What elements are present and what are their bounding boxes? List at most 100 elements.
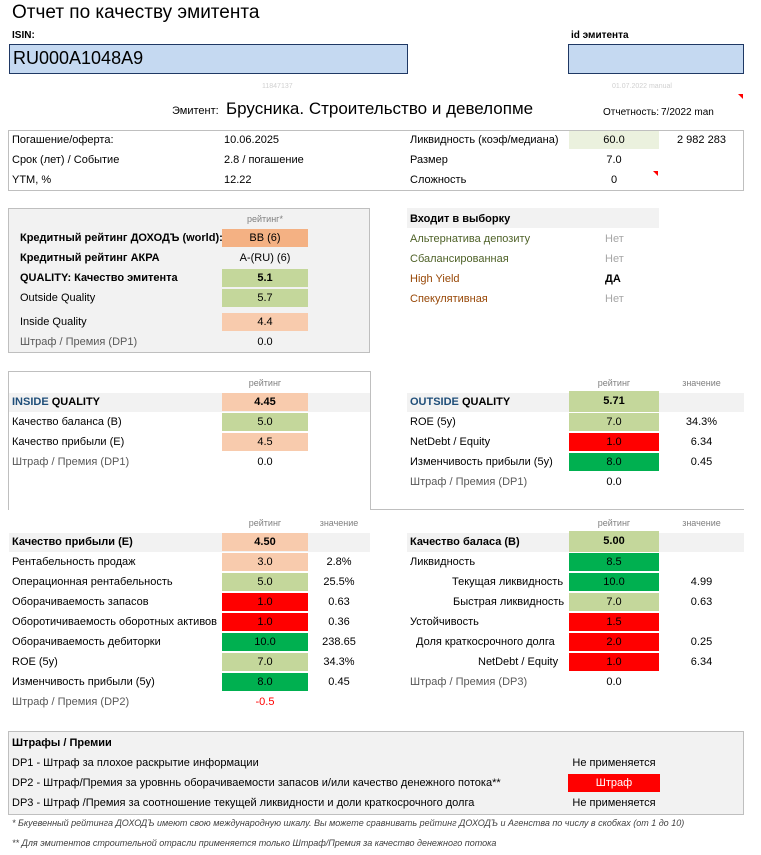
rating-dohod-label: Кредитный рейтинг ДОХОДЪ (world):: [20, 232, 223, 244]
rating-akra-label: Кредитный рейтинг АКРА: [20, 252, 160, 264]
selection-title: Входит в выборку: [410, 213, 511, 225]
rating-akra-value: A-(RU) (6): [239, 252, 291, 264]
balance-row-extra: 4.99: [690, 576, 713, 588]
dp1-value: 0.0: [257, 336, 273, 348]
profit-header: рейтинг: [248, 518, 282, 528]
balance-title: Качество баласа (B): [410, 536, 520, 548]
inside-balance-label: Качество баланса (B): [12, 416, 122, 428]
profit-total: 4.50: [222, 533, 308, 551]
dp1-label: Штраф / Премия (DP1): [20, 336, 138, 348]
profit-row-label: Оборачиваемость запасов: [12, 596, 149, 608]
comment-marker: [653, 171, 658, 176]
profit-row-extra: 0.45: [328, 676, 350, 688]
divider: [370, 509, 744, 510]
profit-dp2-value: -0.5: [255, 696, 275, 708]
outside-dp1-label: Штраф / Премия (DP1): [410, 476, 528, 488]
selection-balanced-label: Сбалансированная: [410, 253, 509, 265]
balance-row-value: 8.5: [569, 553, 659, 571]
outside-var-extra: 0.45: [690, 456, 713, 468]
term-label: Срок (лет) / Событие: [12, 154, 120, 166]
outside-dp1-value: 0.0: [606, 476, 622, 488]
outside-var-value: 8.0: [569, 453, 659, 471]
penalty-dp2-label: DP2 - Штраф/Премия за уровннь оборачивае…: [12, 777, 501, 789]
issuer-id-input[interactable]: [568, 44, 744, 74]
isin-input[interactable]: RU000A1048A9: [9, 44, 408, 74]
page-title: Отчет по качеству эмитента: [12, 2, 260, 23]
balance-header2: значение: [682, 518, 721, 528]
inside-dp1-label: Штраф / Премия (DP1): [12, 456, 130, 468]
inside-dp1-value: 0.0: [257, 456, 273, 468]
balance-row-extra: 0.63: [690, 596, 713, 608]
profit-title: Качество прибыли (E): [12, 536, 133, 548]
balance-header: рейтинг: [597, 518, 631, 528]
maturity-value: 10.06.2025: [224, 134, 280, 146]
balance-dp3-value: 0.0: [606, 676, 622, 688]
balance-row-extra: 0.25: [690, 636, 713, 648]
report-value: 7/2022 man: [661, 107, 714, 118]
outside-roe-label: ROE (5y): [410, 416, 456, 428]
complexity-label: Сложность: [410, 174, 467, 186]
profit-row-value: 3.0: [222, 553, 308, 571]
selection-hy-value: ДА: [605, 273, 621, 285]
balance-dp3-label: Штраф / Премия (DP3): [410, 676, 528, 688]
balance-row-value: 1.5: [569, 613, 659, 631]
penalty-dp3-label: DP3 - Штраф /Премия за соотношение текущ…: [12, 797, 475, 809]
inside-profit-value: 4.5: [222, 433, 308, 451]
profit-row-label: Изменчивость прибыли (5y): [12, 676, 155, 688]
profit-row-value: 8.0: [222, 673, 308, 691]
liquidity-median: 2 982 283: [677, 134, 726, 146]
balance-total: 5.00: [569, 531, 659, 552]
profit-row-extra: 25.5%: [323, 576, 355, 588]
quality-label: QUALITY: Качество эмитента: [20, 272, 178, 284]
balance-row-value: 2.0: [569, 633, 659, 651]
profit-row-value: 5.0: [222, 573, 308, 591]
rating-dohod-value: BB (6): [222, 229, 308, 247]
inside-profit-label: Качество прибыли (E): [12, 436, 125, 448]
quality-value: 5.1: [222, 269, 308, 287]
selection-spec-label: Спекулятивная: [410, 293, 488, 305]
ratings-header: рейтинг*: [247, 214, 283, 224]
footnote-2: ** Для эмитентов строительной отрасли пр…: [12, 838, 497, 848]
inside-header: рейтинг: [248, 378, 282, 388]
selection-balanced-value: Нет: [605, 253, 624, 265]
outside-nd-value: 1.0: [569, 433, 659, 451]
report-label: Отчетность:: [603, 107, 660, 118]
balance-row-extra: 6.34: [690, 656, 713, 668]
selection-deposit-value: Нет: [605, 233, 624, 245]
comment-marker: [738, 94, 743, 99]
liquidity-value: 60.0: [569, 131, 659, 149]
penalty-dp3-value: Не применяется: [572, 797, 656, 809]
balance-row-label: Устойчивость: [410, 616, 479, 628]
profit-row-extra: 34.3%: [323, 656, 355, 668]
issuer-name: Брусника. Строительство и девелопме: [226, 99, 534, 118]
profit-row-label: Операционная рентабельность: [12, 576, 173, 588]
balance-row-label: Текущая ликвидность: [452, 576, 564, 588]
issuer-id-label: id эмитента: [571, 30, 629, 41]
size-value: 7.0: [606, 154, 622, 166]
penalty-dp1-label: DP1 - Штраф за плохое раскрытие информац…: [12, 757, 259, 769]
inside-quality-value: 4.4: [222, 313, 308, 331]
outside-nd-extra: 6.34: [690, 436, 713, 448]
outside-roe-extra: 34.3%: [685, 416, 718, 428]
profit-row-label: Оборачиваемость дебиторки: [12, 636, 161, 648]
outside-header: рейтинг: [597, 378, 631, 388]
issuer-label: Эмитент:: [172, 105, 219, 117]
outside-var-label: Изменчивость прибыли (5y): [410, 456, 553, 468]
penalties-box: [8, 731, 744, 815]
penalty-dp1-value: Не применяется: [572, 757, 656, 769]
size-label: Размер: [410, 154, 448, 166]
outside-roe-value: 7.0: [569, 413, 659, 431]
faint-date: 01.07.2022 manual: [612, 83, 672, 90]
penalty-dp2-value: Штраф: [568, 774, 660, 792]
inside-total: 4.45: [222, 393, 308, 411]
outside-quality-value: 5.7: [222, 289, 308, 307]
outside-header2: значение: [682, 378, 721, 388]
inside-balance-value: 5.0: [222, 413, 308, 431]
profit-row-label: Оборотичиваемость оборотных активов: [12, 616, 218, 628]
maturity-label: Погашение/оферта:: [12, 134, 114, 146]
summary-box: [8, 130, 744, 191]
balance-row-label: NetDebt / Equity: [478, 656, 559, 668]
footnote-1: * Бкуевенный рейтинга ДОХОДЪ имеют свою …: [12, 818, 685, 828]
balance-row-value: 10.0: [569, 573, 659, 591]
profit-row-value: 1.0: [222, 613, 308, 631]
